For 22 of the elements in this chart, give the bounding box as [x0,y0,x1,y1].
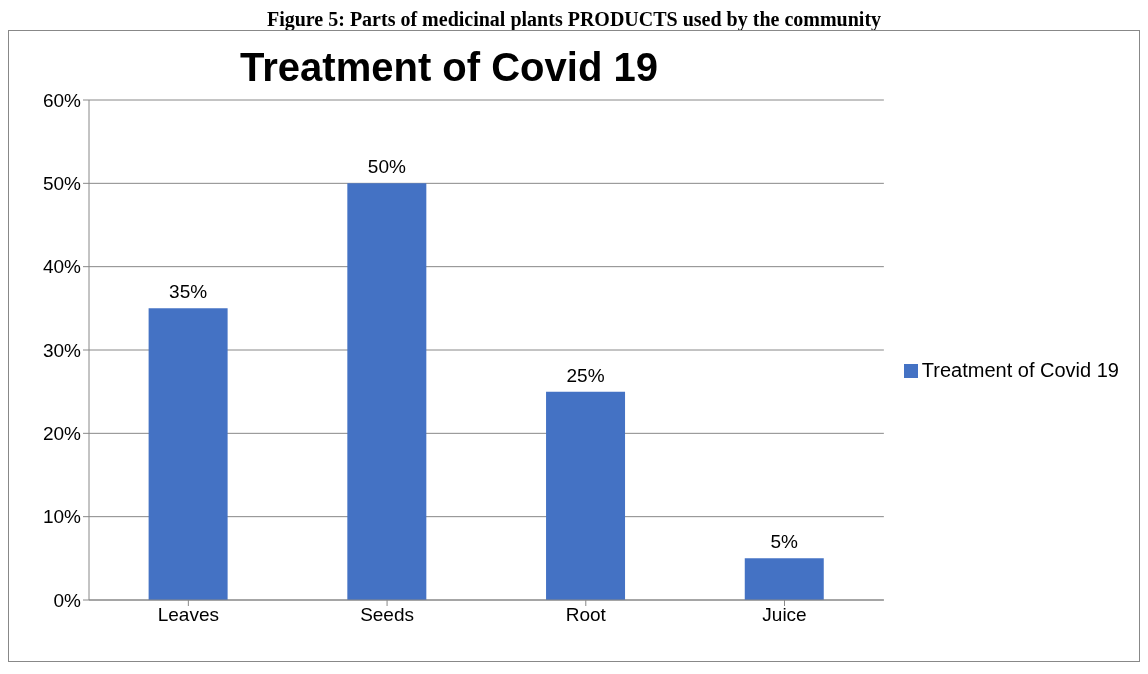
data-label: 35% [169,281,208,303]
x-tick-label: Seeds [360,604,415,626]
x-tick-label: Juice [762,604,807,626]
data-label: 25% [566,364,605,386]
y-tick-label: 20% [42,423,82,445]
bar [744,558,824,600]
y-tick-label: 50% [42,173,82,195]
y-tick-label: 0% [53,589,82,611]
legend-label: Treatment of Covid 19 [921,358,1119,381]
x-tick-label: Leaves [157,604,219,626]
bar [546,391,626,600]
y-tick-label: 40% [42,256,82,278]
y-tick-label: 10% [42,506,82,528]
data-label: 5% [770,531,799,553]
x-tick-label: Root [565,604,607,626]
chart-title: Treatment of Covid 19 [239,45,659,90]
data-label: 50% [367,156,406,178]
bar [347,183,427,600]
y-tick-label: 60% [42,89,82,111]
caption: Figure 5: Parts of medicinal plants PRODUCTS used by the community [265,8,883,30]
bar [148,308,228,600]
y-tick-label: 30% [42,339,82,361]
